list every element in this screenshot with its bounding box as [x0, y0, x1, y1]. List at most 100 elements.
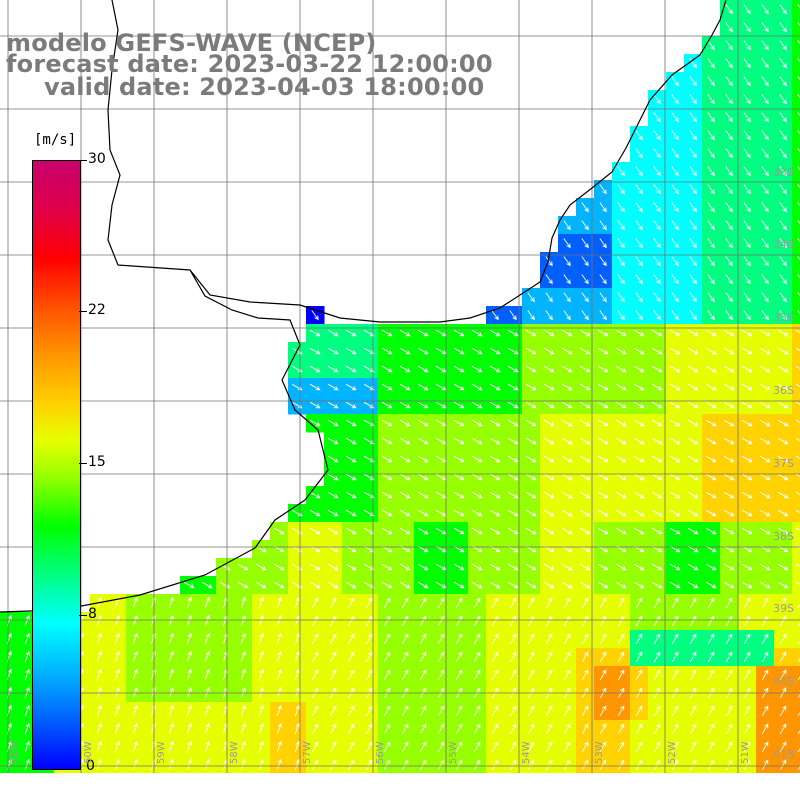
wind-arrow [797, 274, 800, 279]
wind-arrow [563, 741, 571, 753]
wind-arrow [453, 563, 465, 571]
wind-arrow [761, 256, 769, 267]
wind-arrow [383, 705, 391, 717]
lon-label: 60W [83, 741, 94, 764]
wind-arrow [779, 615, 787, 627]
wind-arrow [525, 347, 537, 355]
colorbar-tickmark [79, 160, 87, 161]
wind-arrow [401, 723, 409, 735]
wind-arrow [327, 509, 339, 517]
wind-arrow [777, 455, 789, 463]
wind-arrow [240, 704, 246, 717]
wind-arrow [363, 509, 375, 517]
wind-arrow [761, 40, 769, 51]
wind-arrow [455, 723, 463, 735]
wind-arrow [24, 632, 30, 645]
wind-arrow [471, 347, 483, 355]
wind-arrow [723, 437, 735, 445]
wind-arrow [345, 347, 357, 355]
colorbar-tick-label: 30 [88, 151, 106, 167]
wind-arrow [779, 705, 787, 717]
wind-arrow [383, 651, 391, 663]
wind-arrow [527, 741, 535, 753]
wind-arrow [795, 509, 800, 513]
wind-arrow [132, 632, 138, 645]
wind-speed-cell [792, 198, 800, 217]
lat-label: 41S [773, 748, 794, 761]
wind-arrow [743, 40, 751, 51]
wind-arrow [311, 651, 319, 663]
wind-arrow [561, 419, 573, 427]
lon-label: 54W [521, 741, 532, 764]
wind-speed-cell [792, 324, 800, 343]
wind-arrow [615, 437, 627, 445]
wind-arrow [273, 563, 285, 571]
wind-arrow [599, 184, 607, 195]
wind-arrow [759, 383, 771, 391]
wind-arrow [797, 639, 800, 645]
wind-arrow [797, 22, 800, 27]
wind-arrow [527, 633, 535, 645]
wind-arrow [797, 4, 800, 9]
wind-arrow [705, 473, 717, 481]
wind-arrow [723, 401, 735, 409]
wind-arrow [671, 705, 679, 717]
wind-arrow [363, 527, 375, 535]
wind-arrow [311, 741, 319, 753]
wind-arrow [240, 596, 246, 609]
wind-arrow [381, 347, 393, 355]
wind-arrow [168, 614, 174, 627]
wind-arrow [617, 723, 625, 735]
wind-arrow [383, 633, 391, 645]
wind-arrow [525, 455, 537, 463]
lon-label: 56W [375, 741, 386, 764]
wind-arrow [258, 704, 264, 717]
wind-arrow [617, 292, 625, 303]
wind-arrow [633, 365, 645, 373]
wind-arrow [258, 758, 264, 771]
wind-arrow [543, 365, 555, 373]
wind-arrow [96, 650, 102, 663]
wind-arrow [489, 563, 501, 571]
wind-arrow [471, 527, 483, 535]
lat-label: 33S [773, 166, 794, 179]
wind-arrow [347, 705, 355, 717]
wind-arrow [471, 509, 483, 517]
wind-speed-cell [792, 576, 800, 595]
wind-speed-cell [792, 396, 800, 415]
wind-arrow [579, 527, 591, 535]
wind-arrow [599, 597, 607, 609]
wind-arrow [489, 437, 501, 445]
wind-arrow [671, 238, 679, 249]
wind-arrow [687, 365, 699, 373]
wind-arrow [381, 437, 393, 445]
wind-speed-cell [792, 378, 800, 397]
wind-arrow [725, 651, 733, 663]
colorbar-tick-label: 22 [88, 302, 106, 318]
wind-arrow [132, 704, 138, 717]
wind-arrow [779, 112, 787, 123]
wind-arrow [453, 365, 465, 373]
wind-arrow [329, 633, 337, 645]
wind-arrow [276, 596, 282, 609]
wind-arrow [797, 184, 800, 189]
wind-arrow [743, 184, 751, 195]
wind-arrow [599, 669, 607, 681]
wind-arrow [276, 614, 282, 627]
wind-arrow [561, 527, 573, 535]
wind-arrow [597, 383, 609, 391]
wind-arrow [687, 383, 699, 391]
wind-arrow [741, 473, 753, 481]
wind-arrow [186, 758, 192, 771]
wind-arrow [597, 491, 609, 499]
wind-arrow [597, 509, 609, 517]
wind-arrow [579, 473, 591, 481]
colorbar-tickmark [79, 615, 87, 616]
wind-speed-cell [792, 72, 800, 91]
wind-arrow [132, 614, 138, 627]
wind-arrow [581, 310, 589, 321]
wind-arrow [581, 238, 589, 249]
wind-arrow [581, 256, 589, 267]
wind-arrow [419, 651, 427, 663]
wind-arrow [381, 365, 393, 373]
